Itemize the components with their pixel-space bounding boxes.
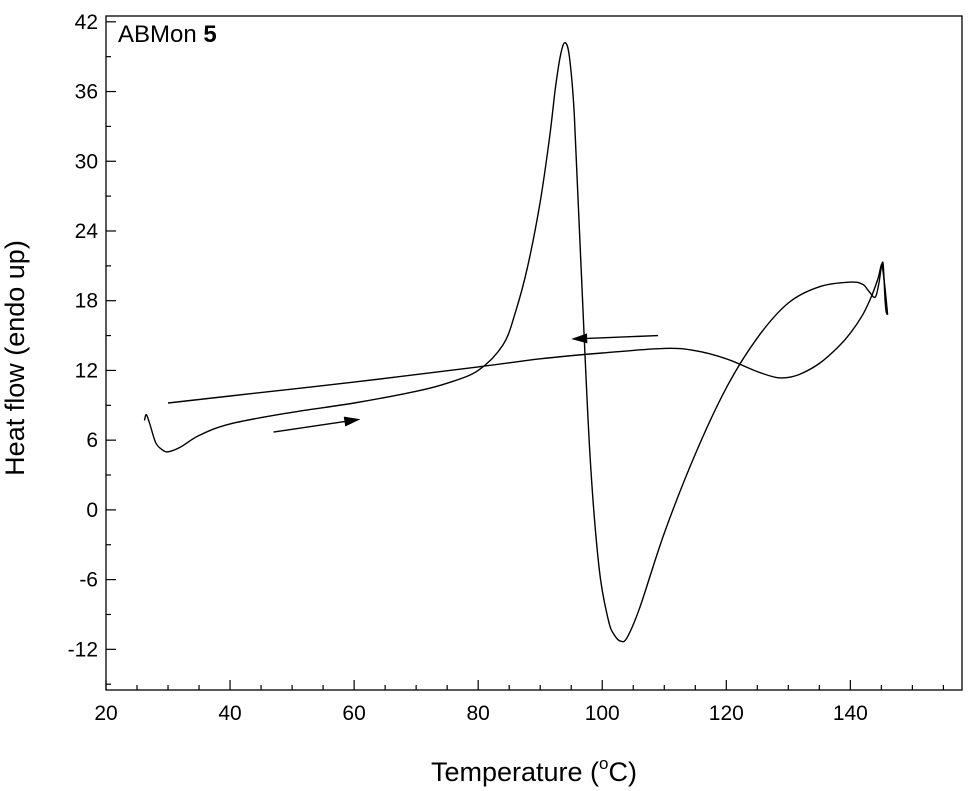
direction-arrows [273,333,659,433]
sample-annotation-prefix: ABMon [118,21,203,48]
x-axis-tick-labels: 20 40 60 80 100 120 140 [94,702,868,725]
y-tick-label: 24 [75,220,99,243]
x-axis-title-main: Temperature ( [431,757,599,787]
sample-annotation: ABMon 5 [118,21,217,48]
y-tick-label: 6 [86,429,98,452]
x-tick-label: 80 [466,702,489,725]
x-tick-label: 140 [833,702,868,725]
series-line-2 [167,263,889,404]
x-tick-label: 100 [585,702,620,725]
y-tick-label: -12 [68,638,98,661]
y-axis-ticks [106,21,116,685]
y-tick-label: 36 [75,81,98,104]
y-tick-label: 42 [75,11,98,34]
y-axis-tick-labels: -12 -6 0 6 12 18 24 30 36 42 [68,11,99,662]
y-tick-label: 18 [75,290,98,313]
x-tick-label: 20 [94,702,117,725]
y-tick-label: -6 [79,569,98,592]
x-axis-title-unit: C) [609,757,638,787]
arrow-left [571,333,659,344]
x-axis-ticks [105,680,944,690]
y-axis-title: Heat flow (endo up) [0,240,30,476]
x-tick-label: 120 [709,702,744,725]
plot-frame [105,15,963,691]
y-tick-label: 0 [86,499,98,522]
arrow-right [273,416,361,433]
x-tick-label: 40 [218,702,241,725]
x-axis-title-degree: o [599,754,608,773]
y-tick-label: 30 [75,150,98,173]
series-group [143,42,889,643]
y-tick-label: 12 [75,359,98,382]
x-axis-title: Temperature (oC) [431,754,637,787]
sample-annotation-number: 5 [203,21,216,48]
series-line-1 [143,42,889,643]
x-tick-label: 60 [342,702,365,725]
